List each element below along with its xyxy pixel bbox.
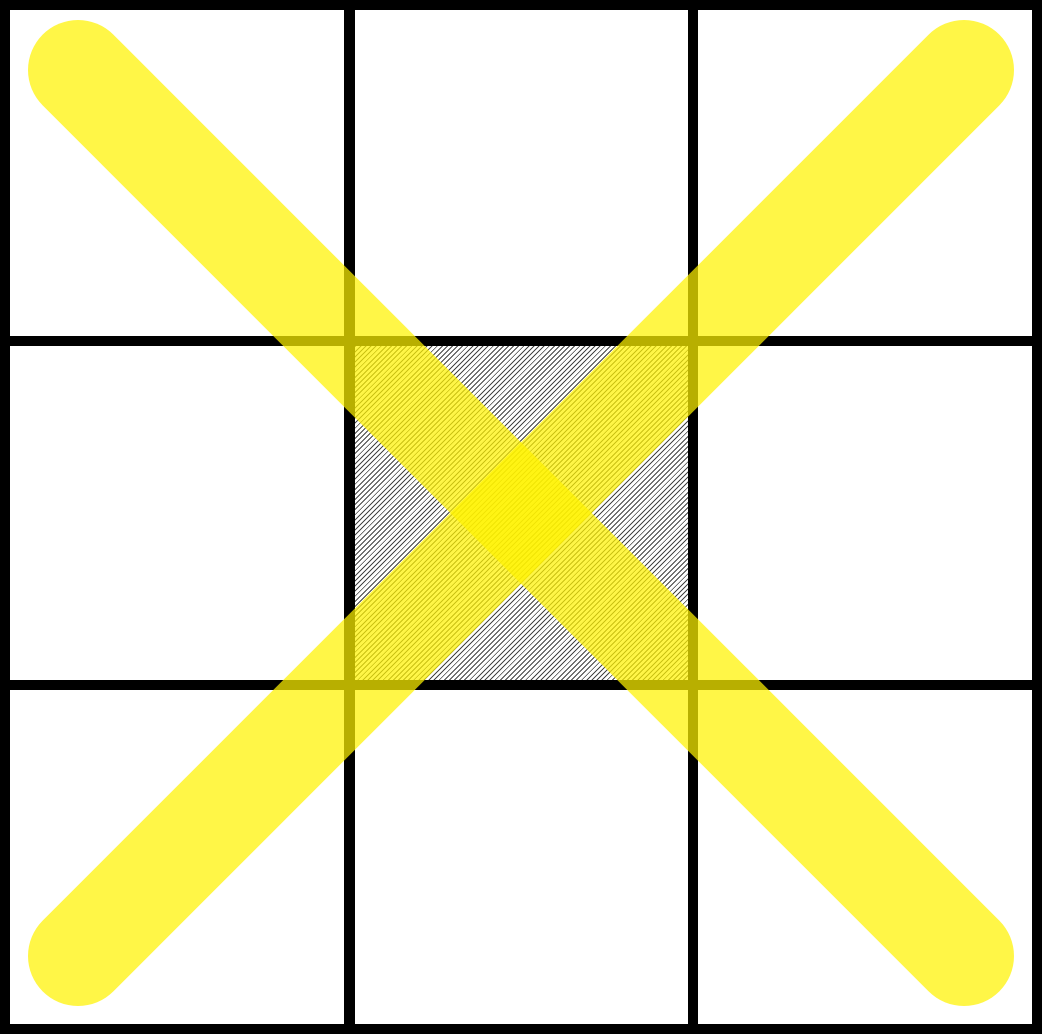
- cell-center[interactable]: [355, 346, 688, 680]
- cell-top-center[interactable]: [355, 10, 688, 336]
- cell-top-left[interactable]: [10, 10, 344, 336]
- cell-middle-right[interactable]: [698, 346, 1032, 680]
- cell-top-right[interactable]: [698, 10, 1032, 336]
- cell-bottom-right[interactable]: [698, 690, 1032, 1024]
- cell-bottom-center[interactable]: [355, 690, 688, 1024]
- cell-middle-left[interactable]: [10, 346, 344, 680]
- cell-bottom-left[interactable]: [10, 690, 344, 1024]
